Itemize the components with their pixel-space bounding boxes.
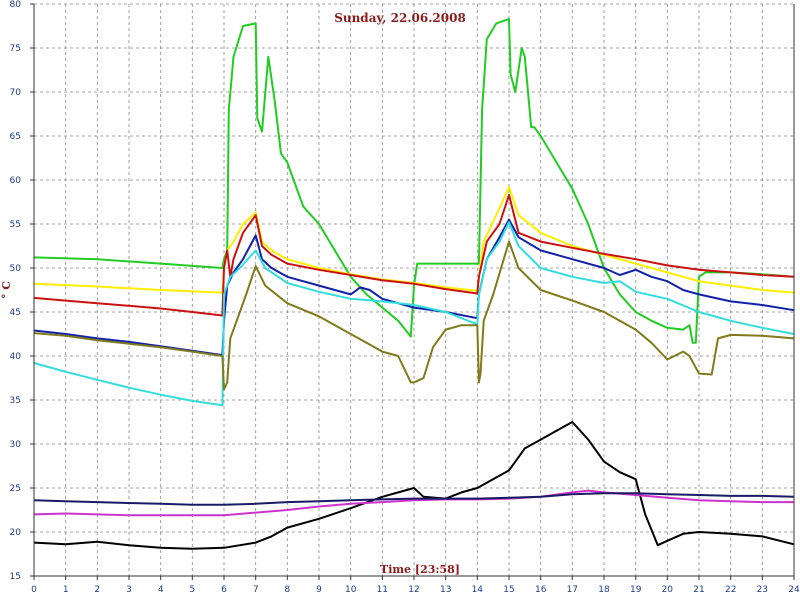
x-tick-label: 21	[693, 585, 704, 595]
x-tick-label: 20	[662, 585, 674, 595]
y-tick-label: 20	[10, 528, 22, 538]
y-tick-label: 60	[10, 176, 22, 186]
x-tick-label: 5	[189, 585, 195, 595]
y-axis-label: ° C	[0, 281, 13, 299]
y-tick-label: 50	[10, 264, 22, 274]
x-tick-label: 2	[94, 585, 100, 595]
x-tick-label: 17	[567, 585, 578, 595]
series-line-6	[33, 240, 795, 391]
series-line-3	[33, 194, 795, 317]
x-tick-label: 7	[253, 585, 259, 595]
x-tick-label: 1	[63, 585, 69, 595]
x-tick-label: 9	[316, 585, 322, 595]
x-tick-label: 22	[725, 585, 736, 595]
series-line-7	[33, 421, 795, 550]
y-tick-label: 40	[10, 352, 22, 362]
y-tick-label: 55	[10, 220, 21, 230]
y-tick-label: 35	[10, 396, 21, 406]
x-axis-label: Time [23:58]	[380, 563, 460, 576]
x-tick-label: 6	[221, 585, 227, 595]
y-tick-label: 25	[10, 484, 21, 494]
x-tick-label: 16	[535, 585, 547, 595]
series-line-1	[33, 18, 795, 344]
axes: 0 1 2 3 4 5 6 7 8 9 10 11 12 13 14 15 16 17 18 19 20 21 22 23 24…	[10, 0, 800, 595]
x-tick-label: 23	[757, 585, 768, 595]
x-tick-label: 13	[440, 585, 451, 595]
x-tick-label: 3	[126, 585, 132, 595]
y-tick-label: 65	[10, 132, 21, 142]
x-tick-label: 11	[377, 585, 388, 595]
x-tick-label: 19	[630, 585, 642, 595]
chart-title: Sunday, 22.06.2008	[334, 11, 466, 25]
x-tick-label: 24	[788, 585, 800, 595]
grid	[34, 3, 794, 576]
series-line-2	[33, 186, 795, 294]
y-tick-label: 75	[10, 44, 21, 54]
x-tick-label: 18	[598, 585, 610, 595]
x-tick-label: 10	[345, 585, 357, 595]
x-tick-label: 0	[31, 585, 37, 595]
series-line-5	[33, 221, 795, 407]
x-tick-label: 12	[408, 585, 419, 595]
y-tick-label: 30	[10, 440, 22, 450]
y-tick-label: 15	[10, 572, 21, 582]
y-tick-label: 80	[10, 0, 22, 10]
series-line-8	[33, 489, 794, 517]
series-lines	[33, 18, 795, 550]
x-tick-label: 4	[158, 585, 164, 595]
y-tick-label: 70	[10, 88, 22, 98]
x-tick-label: 8	[284, 585, 290, 595]
x-tick-label: 14	[472, 585, 484, 595]
series-line-9	[33, 492, 795, 506]
x-tick-label: 15	[503, 585, 514, 595]
y-tick-label: 45	[10, 308, 21, 318]
